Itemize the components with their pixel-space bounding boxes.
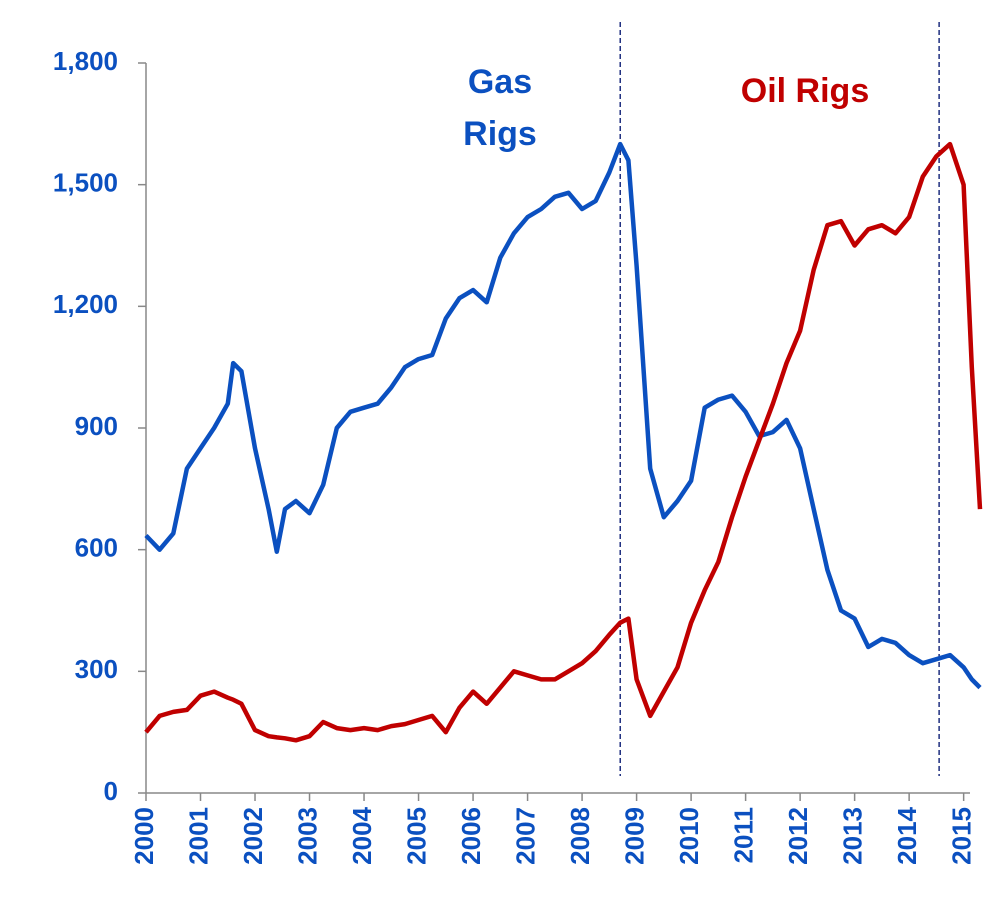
y-tick-label: 900 <box>75 411 118 441</box>
x-tick-label: 2014 <box>892 806 922 864</box>
x-tick-label: 2015 <box>947 807 977 865</box>
y-tick-label: 600 <box>75 533 118 563</box>
x-tick-label: 2010 <box>674 807 704 865</box>
annotation: Gas Rigs <box>463 63 537 153</box>
x-tick-label: 2002 <box>238 807 268 865</box>
y-tick-label: 1,500 <box>53 168 118 198</box>
x-tick-label: 2013 <box>838 807 868 865</box>
x-tick-label: 2008 <box>565 807 595 865</box>
annotation-line: Oil Rigs <box>741 72 869 110</box>
x-tick-label: 2000 <box>129 807 159 865</box>
annotation-line: Gas <box>468 63 532 101</box>
x-tick-label: 2009 <box>619 807 649 865</box>
x-tick-label: 2003 <box>292 807 322 865</box>
series-line <box>144 141 982 690</box>
series-line <box>144 141 983 743</box>
x-tick-label: 2012 <box>783 807 813 865</box>
annotation: Oil Rigs <box>741 72 869 110</box>
y-tick-label: 1,200 <box>53 289 118 319</box>
x-tick-label: 2007 <box>510 807 540 865</box>
x-tick-label: 2004 <box>347 806 377 864</box>
x-tick-label: 2001 <box>183 807 213 865</box>
y-tick-label: 1,800 <box>53 46 118 76</box>
x-tick-label: 2005 <box>401 807 431 865</box>
y-tick-label: 0 <box>104 776 118 806</box>
x-tick-label: 2006 <box>456 807 486 865</box>
y-tick-label: 300 <box>75 654 118 684</box>
annotation-line: Rigs <box>463 115 537 153</box>
x-tick-label: 2011 <box>728 807 758 863</box>
